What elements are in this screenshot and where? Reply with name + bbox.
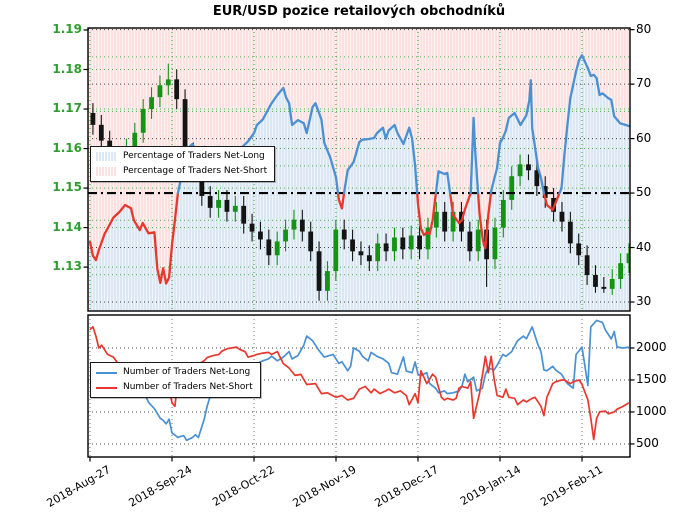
price-tick-label: 1.18 — [52, 61, 82, 76]
pct-tick-label: 60 — [636, 130, 652, 145]
count-tick-label: 1500 — [636, 371, 667, 386]
net-short-area-swatch — [96, 167, 117, 176]
pct-net-long-line — [176, 54, 630, 195]
pct-tick-label: 50 — [636, 185, 652, 200]
legend-item-num-net-short: Number of Traders Net-Short — [96, 380, 253, 395]
pct-tick-label: 30 — [636, 294, 652, 308]
price-tick-label: 1.16 — [52, 140, 82, 155]
net-long-area-swatch — [96, 152, 117, 161]
legend-item-pct-net-long: Percentage of Traders Net-Long — [96, 149, 267, 164]
pct-tick-label: 80 — [636, 21, 652, 36]
legend-label-num-net-short: Number of Traders Net-Short — [123, 382, 253, 392]
legend-item-pct-net-short: Percentage of Traders Net-Short — [96, 164, 267, 179]
legend-item-num-net-long: Number of Traders Net-Long — [96, 365, 253, 380]
pct-tick-label: 40 — [636, 239, 652, 254]
pct-tick-label: 70 — [636, 76, 652, 91]
count-tick-label: 500 — [636, 435, 659, 450]
num-net-long-line — [89, 319, 630, 442]
legend-number: Number of Traders Net-Long Number of Tra… — [90, 362, 261, 398]
count-tick-label: 2000 — [636, 339, 667, 354]
chart-title: EUR/USD pozice retailových obchodníků — [212, 4, 506, 19]
pct-net-short-line — [88, 191, 561, 285]
price-tick-label: 1.13 — [52, 259, 82, 274]
price-tick-label: 1.14 — [52, 219, 82, 234]
legend-label-pct-net-long: Percentage of Traders Net-Long — [123, 151, 265, 161]
trader-count-panel — [88, 315, 630, 457]
price-tick-label: 1.19 — [52, 21, 82, 36]
legend-label-num-net-long: Number of Traders Net-Long — [123, 367, 251, 377]
legend-percentage: Percentage of Traders Net-Long Percentag… — [90, 146, 276, 182]
price-sentiment-panel — [88, 28, 630, 311]
count-tick-label: 1000 — [636, 403, 667, 418]
net-long-line-swatch — [96, 371, 117, 374]
price-tick-label: 1.17 — [52, 101, 82, 116]
net-short-line-swatch — [96, 386, 117, 389]
legend-label-pct-net-short: Percentage of Traders Net-Short — [123, 166, 268, 176]
num-net-short-line — [89, 325, 630, 441]
price-tick-label: 1.15 — [52, 180, 82, 195]
net-short-area — [88, 28, 630, 284]
